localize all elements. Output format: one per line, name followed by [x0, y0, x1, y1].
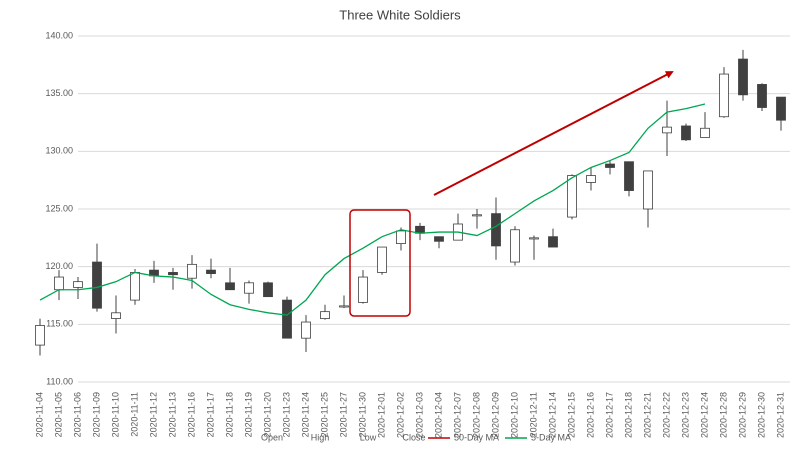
candle-body	[339, 305, 349, 308]
x-tick-label: 2020-11-27	[338, 392, 348, 437]
x-tick-label: 2020-12-16	[585, 392, 595, 438]
candle-body	[54, 276, 64, 291]
candle-body	[529, 237, 539, 240]
x-tick-label: 2020-12-28	[718, 392, 728, 438]
x-tick-label: 2020-12-03	[414, 392, 424, 438]
candle-body	[73, 281, 83, 288]
candle-body	[491, 213, 501, 247]
candle-body	[510, 229, 520, 263]
x-tick-label: 2020-11-16	[186, 392, 196, 437]
candle-body	[548, 236, 558, 248]
candle-body	[377, 246, 387, 273]
candle-body	[567, 175, 577, 218]
x-tick-label: 2020-12-09	[490, 392, 500, 438]
x-tick-label: 2020-12-11	[528, 392, 538, 437]
candle-body	[111, 312, 121, 319]
x-tick-label: 2020-12-15	[566, 392, 576, 438]
candle-body	[472, 214, 482, 217]
candle-body	[624, 161, 634, 191]
x-tick-label: 2020-12-04	[433, 392, 443, 438]
candle-body	[320, 311, 330, 319]
y-tick-label: 120.00	[45, 261, 73, 271]
candle-body	[605, 163, 615, 168]
legend-label: Open	[261, 432, 283, 442]
candle-body	[700, 127, 710, 138]
x-tick-label: 2020-12-07	[452, 392, 462, 438]
x-tick-label: 2020-12-17	[604, 392, 614, 438]
candle-body	[225, 282, 235, 291]
x-tick-label: 2020-11-04	[34, 392, 44, 437]
candle-body	[187, 263, 197, 279]
x-tick-label: 2020-11-10	[110, 392, 120, 437]
trend-arrow	[433, 71, 674, 196]
chart-title: Three White Soldiers	[339, 7, 461, 22]
x-tick-label: 2020-11-05	[53, 392, 63, 437]
x-tick-label: 2020-11-18	[224, 392, 234, 437]
x-tick-label: 2020-12-24	[699, 392, 709, 438]
candle-body	[776, 96, 786, 121]
x-tick-label: 2020-11-06	[72, 392, 82, 437]
y-tick-label: 115.00	[46, 319, 73, 329]
x-tick-label: 2020-12-01	[376, 392, 386, 438]
candle-body	[92, 261, 102, 309]
x-tick-label: 2020-11-20	[262, 392, 272, 437]
x-tick-label: 2020-12-30	[756, 392, 766, 438]
x-tick-label: 2020-12-02	[395, 392, 405, 438]
x-tick-label: 2020-12-14	[547, 392, 557, 438]
x-tick-label: 2020-11-30	[357, 392, 367, 437]
x-tick-label: 2020-12-31	[775, 392, 785, 438]
x-tick-label: 2020-11-13	[167, 392, 177, 437]
x-tick-label: 2020-11-24	[300, 392, 310, 437]
candle-body	[643, 170, 653, 210]
candle-body	[662, 126, 672, 134]
candle-body	[263, 282, 273, 298]
y-tick-label: 130.00	[45, 146, 73, 156]
legend-label: High	[311, 432, 330, 442]
candle-body	[282, 299, 292, 339]
legend: Open High Low Close 50-Day MA 5-Day MA	[261, 432, 571, 442]
highlight-box	[349, 209, 411, 317]
legend-label: Low	[360, 432, 377, 442]
x-tick-label: 2020-11-11	[129, 392, 139, 437]
y-tick-label: 110.00	[46, 376, 73, 386]
candle-body	[434, 236, 444, 242]
candle-body	[301, 321, 311, 339]
x-tick-label: 2020-12-18	[623, 392, 633, 438]
x-tick-label: 2020-11-09	[91, 392, 101, 437]
candle-body	[681, 125, 691, 141]
x-tick-label: 2020-11-23	[281, 392, 291, 437]
candle-body	[738, 58, 748, 96]
y-tick-label: 125.00	[45, 203, 73, 213]
x-tick-label: 2020-11-12	[148, 392, 158, 437]
x-tick-label: 2020-12-10	[509, 392, 519, 438]
candle-body	[206, 269, 216, 274]
y-tick-label: 135.00	[45, 88, 73, 98]
candle-body	[35, 325, 45, 346]
legend-label: Close	[402, 432, 425, 442]
candle-body	[168, 272, 178, 276]
x-tick-label: 2020-11-19	[243, 392, 253, 437]
candle-body	[244, 282, 254, 294]
ma-line	[39, 103, 706, 316]
legend-label: 5-Day MA	[531, 432, 571, 442]
candle-body	[757, 84, 767, 108]
x-tick-label: 2020-12-22	[661, 392, 671, 438]
candle-body	[719, 73, 729, 118]
x-tick-label: 2020-11-25	[319, 392, 329, 437]
grid: 110.00 115.00 120.00 125.00 130.00 135.00 140.…	[34, 30, 790, 438]
x-tick-label: 2020-12-08	[471, 392, 481, 438]
legend-label: 50-Day MA	[454, 432, 499, 442]
x-tick-label: 2020-12-21	[642, 392, 652, 438]
candle-body	[130, 272, 140, 301]
candle-body	[586, 175, 596, 183]
x-tick-label: 2020-12-23	[680, 392, 690, 438]
candle-body	[358, 276, 368, 303]
candle-body	[396, 230, 406, 244]
x-tick-label: 2020-11-17	[205, 392, 215, 437]
x-tick-label: 2020-12-29	[737, 392, 747, 438]
plot-area	[35, 49, 786, 356]
y-tick-label: 140.00	[45, 30, 73, 40]
